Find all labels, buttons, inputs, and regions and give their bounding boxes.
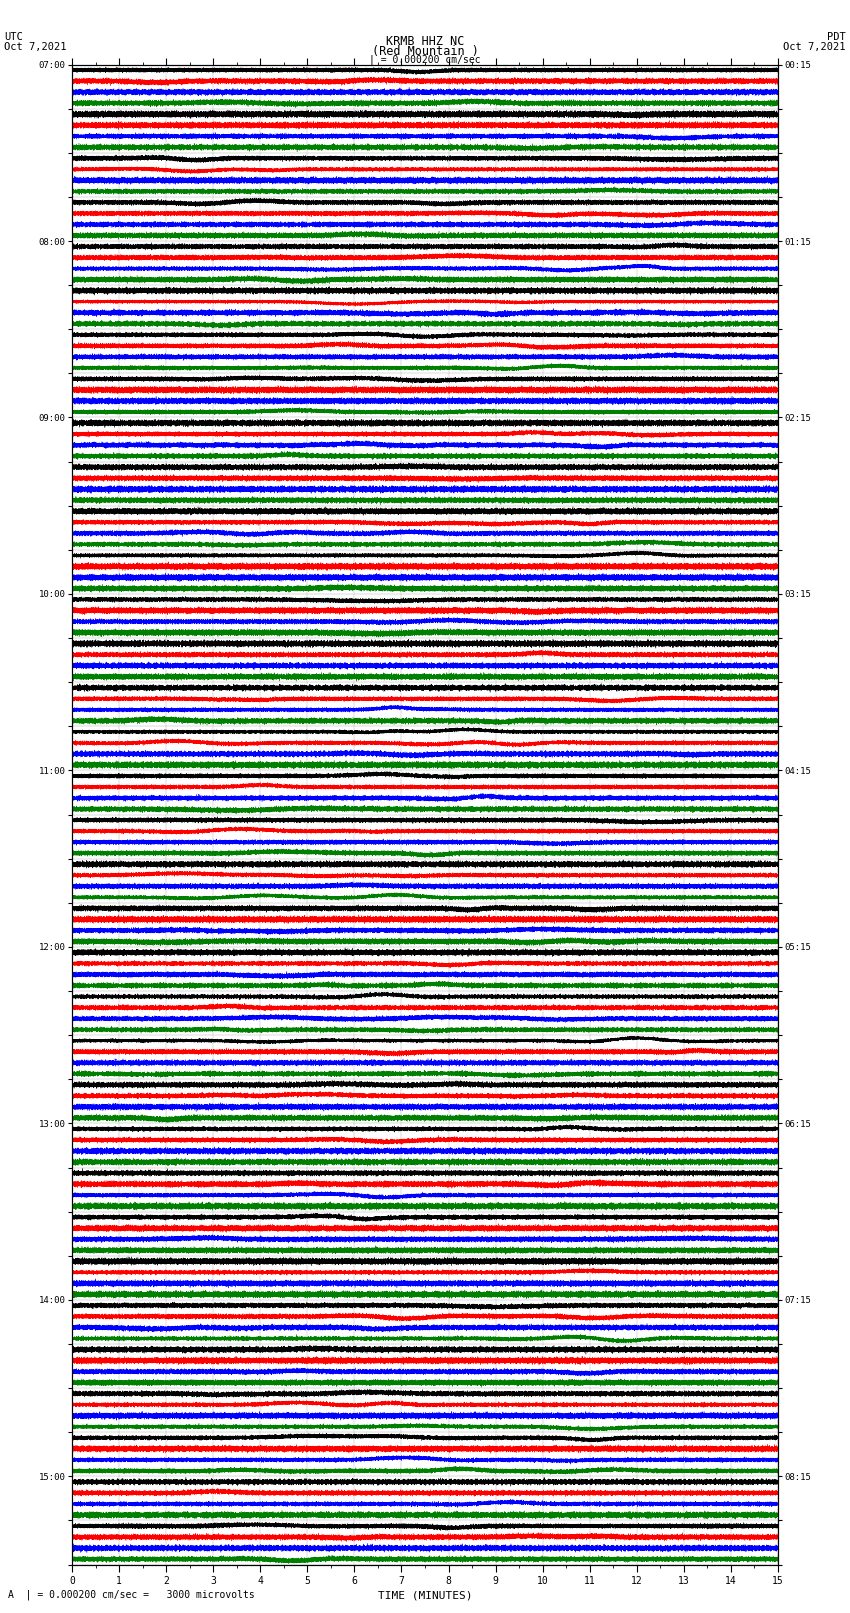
Text: Oct 7,2021: Oct 7,2021 xyxy=(4,42,67,52)
Text: | = 0.000200 cm/sec: | = 0.000200 cm/sec xyxy=(369,55,481,66)
Text: (Red Mountain ): (Red Mountain ) xyxy=(371,45,479,58)
Text: UTC: UTC xyxy=(4,32,23,42)
X-axis label: TIME (MINUTES): TIME (MINUTES) xyxy=(377,1590,473,1600)
Text: KRMB HHZ NC: KRMB HHZ NC xyxy=(386,35,464,48)
Text: PDT: PDT xyxy=(827,32,846,42)
Text: A  | = 0.000200 cm/sec =   3000 microvolts: A | = 0.000200 cm/sec = 3000 microvolts xyxy=(8,1589,255,1600)
Text: Oct 7,2021: Oct 7,2021 xyxy=(783,42,846,52)
